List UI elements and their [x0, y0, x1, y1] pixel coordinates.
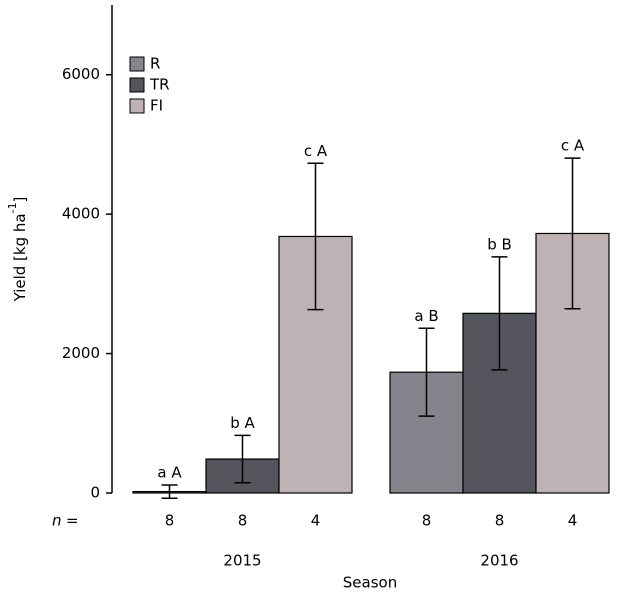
y-label-sup: -1	[6, 202, 19, 213]
significance-label: b A	[230, 414, 255, 432]
significance-label: a A	[157, 463, 182, 481]
error-bar	[564, 157, 581, 310]
error-bar	[234, 434, 251, 484]
sample-size: 8	[238, 512, 248, 530]
legend-label: FI	[150, 97, 163, 115]
sample-size: 4	[568, 512, 578, 530]
y-axis-label: Yield [kg ha-1]	[6, 197, 29, 303]
sample-size: 8	[495, 512, 505, 530]
x-axis-label: Season	[343, 574, 397, 592]
error-bar	[491, 256, 508, 371]
x-tick-label: 2016	[480, 552, 518, 570]
y-label-text: Yield [kg ha	[11, 213, 29, 302]
legend-swatch	[129, 56, 145, 72]
y-tick-label: 4000	[62, 205, 100, 223]
significance-label: c A	[561, 137, 585, 155]
y-tick-label: 0	[90, 484, 100, 502]
error-bar	[307, 162, 324, 311]
legend-swatch	[129, 77, 145, 93]
significance-label: a B	[414, 307, 438, 325]
x-tick-label: 2015	[223, 552, 261, 570]
sample-size: 8	[165, 512, 175, 530]
legend-label: R	[150, 55, 160, 73]
y-tick-label: 2000	[62, 344, 100, 362]
legend-label: TR	[149, 76, 170, 94]
sample-size: 4	[311, 512, 321, 530]
sample-size: 8	[422, 512, 432, 530]
y-tick-label: 6000	[62, 65, 100, 83]
n-symbol: n	[52, 512, 62, 530]
error-bar	[161, 484, 178, 499]
n-equals: =	[66, 512, 79, 530]
significance-label: c A	[304, 142, 328, 160]
significance-label: b B	[487, 235, 512, 253]
error-bar	[418, 327, 435, 417]
y-label-end: ]	[11, 197, 29, 203]
legend-swatch	[129, 98, 145, 114]
